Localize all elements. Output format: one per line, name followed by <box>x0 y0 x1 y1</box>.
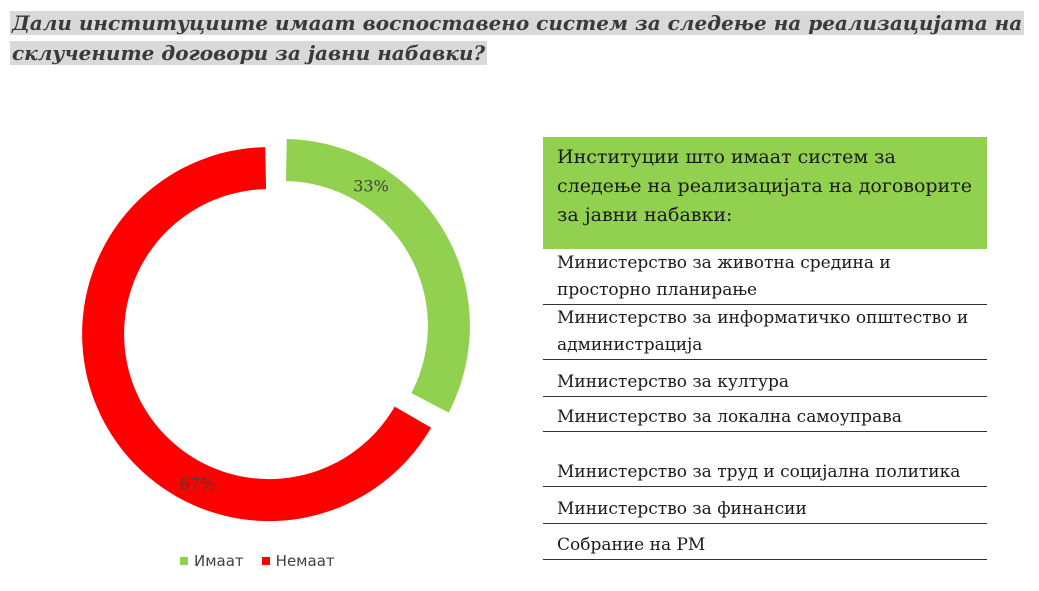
donut-value-label-imaat: 33% <box>353 176 389 195</box>
chart-legend: Имаат Немаат <box>180 552 335 570</box>
legend-label-imaat: Имаат <box>194 552 244 570</box>
legend-swatch-nemaat <box>261 557 270 565</box>
institution-row: Министерство за информатичко општество и… <box>543 305 987 360</box>
institution-row: Министерство за финансии <box>543 487 987 524</box>
page-title-text: Дали институциите имаат воспоставено сис… <box>10 11 1025 65</box>
legend-swatch-imaat <box>180 557 188 565</box>
institution-row: Министерство за култура <box>543 360 987 397</box>
institution-row: Министерство за локална самоуправа <box>543 397 987 432</box>
legend-item-nemaat: Немаат <box>261 552 335 570</box>
institution-row: Министерство за труд и социјална политик… <box>543 432 987 487</box>
institutions-header: Институции што имаат систем за следење н… <box>543 137 987 249</box>
donut-slice-imaat <box>285 138 470 413</box>
institution-row: Министерство за животна средина и просто… <box>543 249 987 305</box>
donut-chart: 33% 67% <box>82 138 470 522</box>
institution-row: Собрание на РМ <box>543 524 987 560</box>
legend-label-nemaat: Немаат <box>275 552 335 570</box>
institutions-panel: Институции што имаат систем за следење н… <box>543 137 987 560</box>
donut-value-label-nemaat: 67% <box>180 475 216 494</box>
page-title: Дали институциите имаат воспоставено сис… <box>10 8 1030 68</box>
legend-item-imaat: Имаат <box>180 552 244 570</box>
